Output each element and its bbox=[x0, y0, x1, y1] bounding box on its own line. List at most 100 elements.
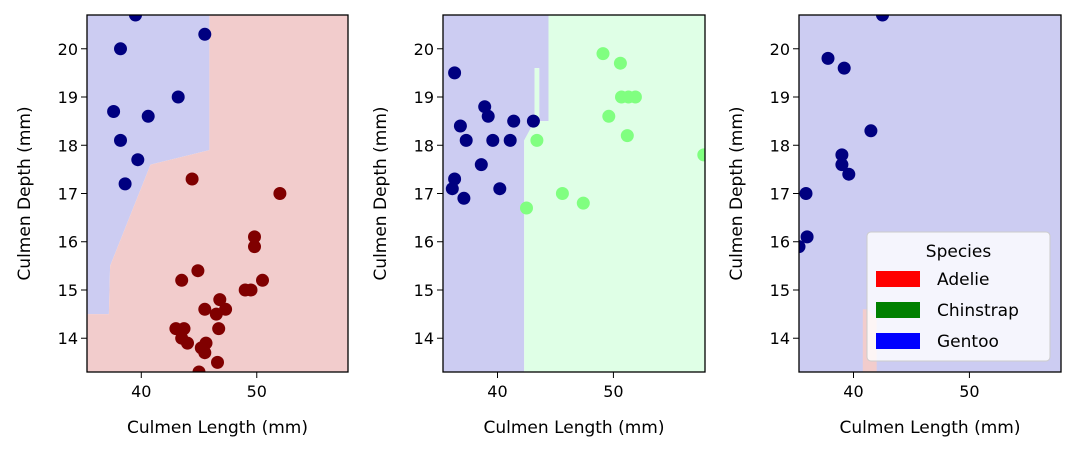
x-tick-label: 40 bbox=[843, 382, 863, 401]
y-tick-label: 19 bbox=[58, 88, 78, 107]
decision-region-gentoo bbox=[87, 15, 210, 315]
y-tick-label: 14 bbox=[414, 329, 434, 348]
point-gentoo bbox=[445, 182, 459, 196]
y-tick-label: 15 bbox=[770, 281, 790, 300]
point-adelie bbox=[248, 240, 261, 254]
x-tick-label: 40 bbox=[131, 382, 151, 401]
x-axis-label: Culmen Length (mm) bbox=[840, 418, 1021, 438]
y-tick-label: 20 bbox=[770, 40, 790, 59]
point-chinstrap bbox=[576, 196, 590, 210]
y-axis-label: Culmen Depth (mm) bbox=[15, 106, 35, 280]
legend-label-gentoo: Gentoo bbox=[937, 332, 999, 352]
point-gentoo bbox=[835, 148, 849, 162]
point-adelie bbox=[211, 355, 224, 369]
legend-swatch-adelie bbox=[876, 271, 920, 287]
point-adelie bbox=[185, 172, 199, 186]
point-gentoo bbox=[171, 90, 185, 104]
point-adelie bbox=[181, 336, 194, 350]
y-tick-label: 20 bbox=[58, 40, 78, 59]
y-tick-label: 17 bbox=[414, 185, 434, 204]
point-adelie bbox=[192, 365, 206, 372]
decision-region-chinstrap bbox=[524, 15, 705, 372]
point-adelie bbox=[219, 302, 233, 316]
y-tick-label: 18 bbox=[58, 136, 78, 155]
point-chinstrap bbox=[620, 129, 634, 143]
point-gentoo bbox=[131, 153, 145, 167]
point-gentoo bbox=[493, 182, 507, 196]
point-gentoo bbox=[481, 109, 495, 123]
legend: Species Adelie Chinstrap Gentoo bbox=[866, 231, 1051, 362]
point-gentoo bbox=[799, 240, 806, 254]
point-gentoo bbox=[114, 42, 127, 56]
y-tick-label: 17 bbox=[770, 185, 790, 204]
point-adelie bbox=[191, 264, 205, 278]
point-gentoo bbox=[507, 114, 521, 128]
y-tick-label: 17 bbox=[58, 185, 78, 204]
point-gentoo bbox=[799, 187, 813, 200]
point-adelie bbox=[213, 293, 227, 307]
point-chinstrap bbox=[697, 148, 705, 162]
y-tick-label: 18 bbox=[414, 136, 434, 155]
point-gentoo bbox=[129, 15, 142, 22]
y-tick-label: 19 bbox=[770, 88, 790, 107]
point-gentoo bbox=[486, 133, 500, 147]
legend-title: Species bbox=[926, 242, 992, 262]
y-axis-label: Culmen Depth (mm) bbox=[371, 106, 391, 280]
point-adelie bbox=[212, 322, 226, 336]
point-gentoo bbox=[107, 105, 121, 118]
x-tick-label: 50 bbox=[603, 382, 623, 401]
point-gentoo bbox=[474, 158, 488, 172]
plot-area bbox=[443, 15, 705, 372]
y-tick-label: 15 bbox=[414, 281, 434, 300]
point-gentoo bbox=[448, 172, 462, 186]
point-gentoo bbox=[459, 133, 473, 147]
point-gentoo bbox=[118, 177, 132, 191]
point-chinstrap bbox=[596, 47, 610, 61]
panel-2: 40 50 14 15 16 17 18 19 20 Culmen Length (mm) Culm… bbox=[371, 14, 706, 438]
point-adelie bbox=[248, 230, 261, 244]
point-gentoo bbox=[141, 109, 155, 123]
decision-region-adelie bbox=[87, 15, 348, 372]
point-gentoo bbox=[198, 27, 212, 41]
y-axis-label: Culmen Depth (mm) bbox=[727, 106, 747, 280]
point-adelie bbox=[199, 336, 213, 350]
x-tick-label: 50 bbox=[959, 382, 979, 401]
point-adelie bbox=[198, 346, 212, 360]
y-tick-label: 16 bbox=[414, 233, 434, 252]
panel-3: 40 50 14 15 16 17 18 19 20 Culmen Length (mm) Culm… bbox=[727, 14, 1062, 438]
panel-1: 40 50 14 15 16 17 18 19 20 Culmen Length (mm) Culm… bbox=[15, 14, 349, 438]
x-tick-label: 40 bbox=[487, 382, 507, 401]
point-gentoo bbox=[837, 61, 851, 75]
point-gentoo bbox=[821, 51, 835, 65]
point-adelie bbox=[175, 273, 189, 287]
legend-label-chinstrap: Chinstrap bbox=[937, 301, 1019, 321]
point-gentoo bbox=[448, 66, 462, 80]
legend-label-adelie: Adelie bbox=[937, 270, 990, 290]
point-gentoo bbox=[800, 230, 814, 244]
point-chinstrap bbox=[530, 133, 544, 147]
point-chinstrap bbox=[628, 90, 642, 104]
point-chinstrap bbox=[613, 56, 627, 70]
legend-box bbox=[866, 231, 1051, 362]
point-gentoo bbox=[114, 133, 127, 147]
x-axis-label: Culmen Length (mm) bbox=[127, 418, 308, 438]
point-adelie bbox=[273, 187, 287, 200]
point-chinstrap bbox=[520, 201, 533, 215]
point-adelie bbox=[198, 302, 212, 316]
y-tick-label: 18 bbox=[770, 136, 790, 155]
y-tick-label: 14 bbox=[770, 329, 790, 348]
point-chinstrap bbox=[602, 109, 616, 123]
x-axis-label: Culmen Length (mm) bbox=[484, 418, 665, 438]
legend-swatch-gentoo bbox=[876, 333, 920, 349]
y-tick-label: 16 bbox=[770, 233, 790, 252]
point-chinstrap bbox=[555, 187, 569, 200]
y-tick-label: 14 bbox=[58, 329, 78, 348]
point-gentoo bbox=[876, 15, 889, 22]
point-gentoo bbox=[864, 124, 878, 138]
point-gentoo bbox=[453, 119, 467, 133]
legend-swatch-chinstrap bbox=[876, 302, 920, 318]
point-adelie bbox=[244, 283, 258, 297]
point-gentoo bbox=[842, 167, 856, 181]
point-gentoo bbox=[503, 133, 517, 147]
